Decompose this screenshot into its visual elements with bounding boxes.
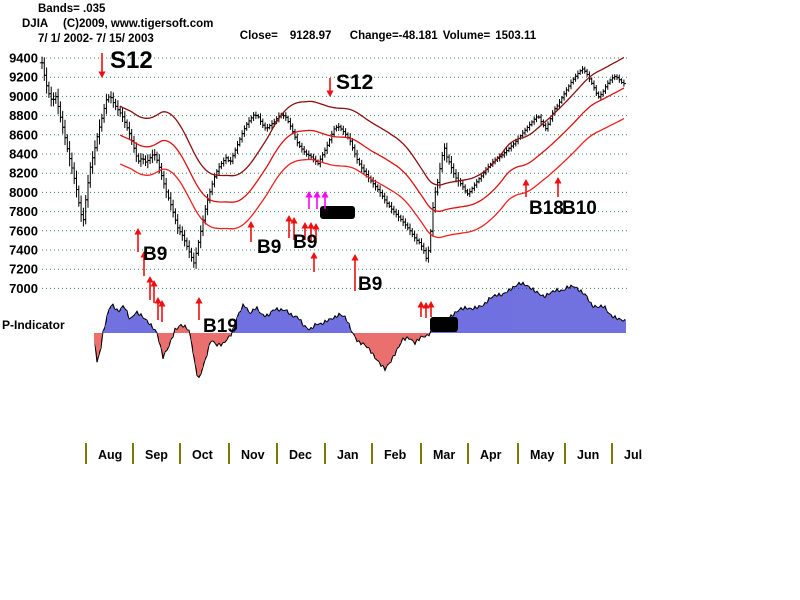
signal-label-b18: B18 [529,198,564,219]
arrow-head-icon [158,300,166,307]
y-axis-label: 7000 [9,281,38,296]
arrow-head-icon [140,251,148,258]
arrow-head-icon [285,215,293,222]
change-value: -48.181 [398,30,438,42]
black-marker [320,206,355,219]
arrow-head-icon [522,179,530,186]
arrow-head-icon [301,222,309,229]
y-axis-label: 8600 [9,127,38,142]
signal-label-s12: S12 [336,71,373,94]
signal-arrows [98,53,562,322]
month-label: Apr [480,448,502,462]
band-lower-line [119,117,625,239]
y-axis-label: 9200 [9,70,38,85]
y-axis-label: 7200 [9,262,38,277]
arrow-head-icon [307,222,315,229]
signal-label-s12: S12 [110,47,153,74]
y-axis-label: 9000 [9,89,38,104]
y-axis-label: 8400 [9,147,38,162]
y-axis-label: 7400 [9,243,38,258]
date-range-label: 7/ 1/ 2002- 7/ 15/ 2003 [38,33,154,45]
copyright-label: (C)2009, www.tigersoft.com [63,18,214,30]
arrow-head-icon [326,90,334,97]
arrow-head-icon [150,280,158,287]
month-label: Oct [192,448,214,462]
volume-readout: Volume= 1503.11 [430,18,536,54]
arrow-head-icon [417,301,425,308]
bands-setting-label: Bands= .035 [38,3,106,15]
arrow-head-icon [195,297,203,304]
y-axis-label: 8200 [9,166,38,181]
arrow-head-icon [247,221,255,228]
arrow-head-icon [312,223,320,230]
arrow-head-icon [134,228,142,235]
change-readout: Change=-48.181 [337,18,438,54]
month-label: May [530,448,554,462]
arrow-head-icon [422,302,430,309]
month-label: Sep [145,448,168,462]
close-label: Close= [239,30,278,42]
month-label: Dec [289,448,312,462]
arrow-head-icon [313,191,321,198]
black-marker [430,317,458,332]
month-label: Jun [577,448,599,462]
y-axis-label: 7800 [9,204,38,219]
band-middle-line [119,87,625,212]
arrow-head-icon [427,301,435,308]
bands [119,56,625,239]
signal-label-b9: B9 [358,274,382,295]
month-label: Jan [337,448,359,462]
y-axis-labels: 9400 9200 9000 8800 8600 8400 8200 8000 7800 7600… [9,51,38,296]
p-indicator-envelope-line [94,281,626,379]
price-bars [39,56,627,269]
arrow-head-icon [554,177,562,184]
y-axis-label: 8800 [9,108,38,123]
p-indicator-envelope [94,281,626,379]
volume-label: Volume= [442,30,491,42]
price-gridlines [42,57,628,289]
arrow-head-icon [321,191,329,198]
signal-label-b9: B9 [257,237,281,258]
month-label: Feb [384,448,407,462]
arrow-head-icon [146,276,154,283]
signal-label-b19: B19 [203,316,238,337]
arrow-head-icon [154,297,162,304]
month-axis: Aug Sep Oct Nov Dec Jan Feb Mar Apr May Jun Jul [85,443,642,464]
month-label: Aug [98,448,122,462]
month-label: Nov [241,448,265,462]
arrow-head-icon [351,254,359,261]
change-label: Change= [349,30,399,42]
p-indicator-histogram [94,282,626,378]
black-markers [320,206,458,332]
close-readout: Close= 9128.97 [227,18,332,54]
month-label: Mar [433,448,455,462]
volume-value: 1503.11 [495,30,537,42]
signal-label-b9: B9 [293,232,317,253]
arrow-head-icon [290,217,298,224]
month-label: Jul [624,448,642,462]
p-indicator-label: P-Indicator [2,318,65,332]
signal-label-b9: B9 [143,244,167,265]
y-axis-label: 7600 [9,223,38,238]
arrow-head-icon [305,191,313,198]
arrow-head-icon [98,71,106,78]
signal-label-b10: B10 [562,198,597,219]
band-upper-line [119,56,625,186]
y-axis-label: 9400 [9,51,38,66]
arrow-head-icon [310,252,318,259]
close-value: 9128.97 [289,30,332,42]
symbol-label: DJIA [22,18,49,30]
y-axis-label: 8000 [9,185,38,200]
